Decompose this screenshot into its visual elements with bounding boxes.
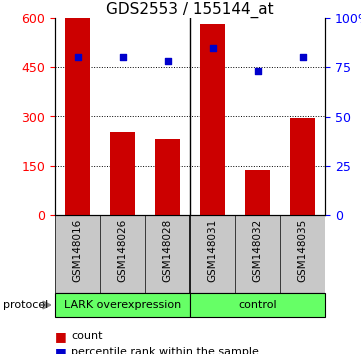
Bar — [155, 139, 180, 215]
Text: LARK overexpression: LARK overexpression — [64, 300, 181, 310]
Point — [165, 58, 170, 64]
Text: protocol: protocol — [3, 300, 48, 310]
Point — [300, 55, 305, 60]
Point — [210, 45, 216, 50]
Title: GDS2553 / 155144_at: GDS2553 / 155144_at — [106, 2, 274, 18]
Text: count: count — [71, 331, 103, 342]
Bar — [110, 132, 135, 215]
Text: ■: ■ — [55, 346, 67, 354]
Text: GSM148028: GSM148028 — [162, 219, 173, 282]
Bar — [65, 18, 90, 215]
Bar — [55, 293, 190, 317]
Text: GSM148016: GSM148016 — [73, 219, 83, 282]
Bar — [245, 170, 270, 215]
Text: GSM148031: GSM148031 — [208, 219, 217, 282]
Bar — [200, 24, 225, 215]
Point — [119, 55, 125, 60]
Text: percentile rank within the sample: percentile rank within the sample — [71, 347, 259, 354]
Bar — [190, 293, 325, 317]
Bar — [290, 118, 315, 215]
Point — [75, 55, 81, 60]
Text: GSM148035: GSM148035 — [297, 219, 308, 282]
Text: ■: ■ — [55, 330, 67, 343]
Text: GSM148032: GSM148032 — [252, 219, 262, 282]
Text: control: control — [238, 300, 277, 310]
Point — [255, 68, 260, 74]
Text: GSM148026: GSM148026 — [117, 219, 127, 282]
